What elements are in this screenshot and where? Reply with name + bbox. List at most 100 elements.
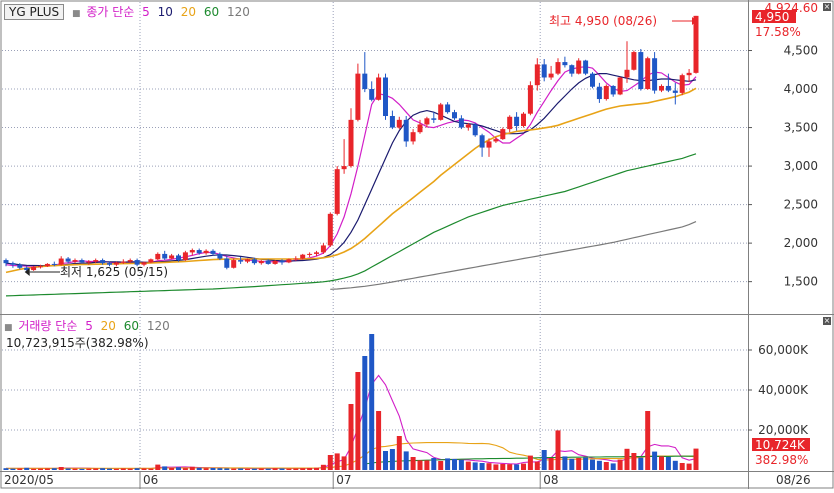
candle-body bbox=[590, 73, 595, 87]
volume-panel-close-icon[interactable]: × bbox=[823, 316, 831, 325]
volume-ma60-period: 60 bbox=[123, 319, 140, 333]
volume-bar bbox=[493, 464, 499, 470]
candlestick bbox=[169, 253, 175, 260]
volume-bar bbox=[521, 463, 526, 470]
volume-bar bbox=[576, 458, 582, 470]
candlestick bbox=[44, 263, 50, 268]
candle-body bbox=[693, 15, 699, 73]
candlestick bbox=[541, 58, 547, 82]
candle-body bbox=[465, 124, 471, 128]
volume-bar bbox=[210, 468, 216, 470]
volume-bar bbox=[548, 458, 554, 470]
candlestick bbox=[320, 243, 326, 254]
volume-bar bbox=[217, 468, 223, 470]
ticker-badge[interactable]: YG PLUS bbox=[4, 4, 65, 20]
price-flag bbox=[752, 10, 796, 23]
price-y-tick-label: 4,500 bbox=[784, 44, 818, 58]
candlestick bbox=[196, 248, 202, 255]
legend-square-icon: ■ bbox=[72, 9, 81, 19]
candlestick bbox=[189, 248, 195, 256]
candle-body bbox=[369, 89, 375, 100]
candle-body bbox=[659, 85, 664, 91]
price-panel-close-icon[interactable]: × bbox=[823, 2, 831, 11]
candlestick bbox=[3, 258, 9, 267]
volume-bar bbox=[659, 456, 664, 470]
candlestick bbox=[465, 122, 471, 131]
candle-body bbox=[286, 259, 292, 263]
candle-body bbox=[127, 260, 133, 262]
volume-bar bbox=[527, 455, 533, 470]
candlestick bbox=[72, 258, 78, 264]
candlestick bbox=[176, 253, 181, 262]
volume-bar bbox=[376, 411, 382, 470]
candle-body bbox=[251, 259, 257, 264]
candlestick bbox=[610, 85, 616, 97]
candle-body bbox=[645, 58, 651, 90]
candlestick bbox=[307, 252, 313, 257]
price-flag-label: 4,950 bbox=[755, 10, 789, 24]
candlestick bbox=[679, 73, 685, 96]
volume-y-tick-label: 60,000K bbox=[758, 343, 809, 357]
candle-body bbox=[293, 258, 299, 260]
candle-body bbox=[210, 250, 216, 254]
candle-body bbox=[507, 116, 513, 130]
candlestick bbox=[210, 249, 216, 256]
x-tick-label: 08/26 bbox=[776, 473, 811, 487]
candlestick bbox=[265, 259, 271, 265]
candlestick bbox=[327, 212, 333, 247]
volume-bar bbox=[583, 457, 589, 470]
candle-body bbox=[479, 135, 485, 148]
volume-legend: ■ 거래량 단순 5 20 60 120 bbox=[4, 317, 174, 334]
candlestick bbox=[493, 136, 499, 143]
candlestick bbox=[645, 56, 651, 90]
volume-bar bbox=[410, 457, 416, 470]
candle-body bbox=[334, 169, 340, 214]
volume-bar bbox=[569, 458, 575, 470]
candlestick bbox=[686, 69, 692, 83]
volume-bar bbox=[645, 411, 651, 470]
candle-body bbox=[231, 260, 237, 268]
candle-body bbox=[555, 62, 561, 74]
candlestick bbox=[203, 249, 209, 255]
volume-bar bbox=[24, 467, 30, 470]
volume-bar bbox=[403, 451, 409, 470]
candlestick bbox=[383, 73, 388, 120]
candle-body bbox=[155, 253, 161, 260]
volume-bar bbox=[445, 458, 451, 470]
candle-body bbox=[44, 263, 50, 267]
volume-bar bbox=[541, 450, 547, 470]
price-ma20-period: 20 bbox=[180, 5, 197, 19]
volume-bar bbox=[10, 468, 16, 470]
candlestick bbox=[514, 112, 520, 131]
volume-bar bbox=[127, 468, 133, 470]
candle-body bbox=[148, 259, 154, 263]
volume-bar bbox=[238, 468, 244, 470]
candlestick bbox=[659, 84, 664, 93]
candlestick bbox=[238, 256, 244, 264]
volume-bar bbox=[182, 468, 188, 470]
candle-body bbox=[169, 255, 175, 259]
volume-bar bbox=[472, 462, 478, 470]
candlestick bbox=[251, 257, 257, 265]
volume-bar bbox=[672, 460, 678, 470]
candlestick bbox=[569, 64, 575, 77]
candlestick bbox=[617, 76, 623, 96]
candlestick bbox=[438, 102, 444, 121]
volume-bar bbox=[500, 464, 506, 470]
candle-body bbox=[652, 58, 658, 91]
candle-body bbox=[686, 72, 692, 76]
volume-bar bbox=[638, 457, 644, 470]
volume-bar bbox=[610, 463, 616, 470]
candle-body bbox=[638, 52, 644, 90]
candlestick bbox=[507, 115, 513, 133]
candle-body bbox=[65, 258, 71, 262]
candle-body bbox=[514, 116, 520, 127]
candlestick bbox=[500, 127, 506, 140]
candlestick bbox=[665, 73, 671, 93]
volume-bar bbox=[320, 464, 326, 470]
candle-body bbox=[486, 141, 492, 148]
candle-body bbox=[576, 60, 582, 74]
volume-bar bbox=[424, 460, 430, 470]
candlestick bbox=[472, 122, 478, 137]
candlestick bbox=[638, 48, 644, 91]
